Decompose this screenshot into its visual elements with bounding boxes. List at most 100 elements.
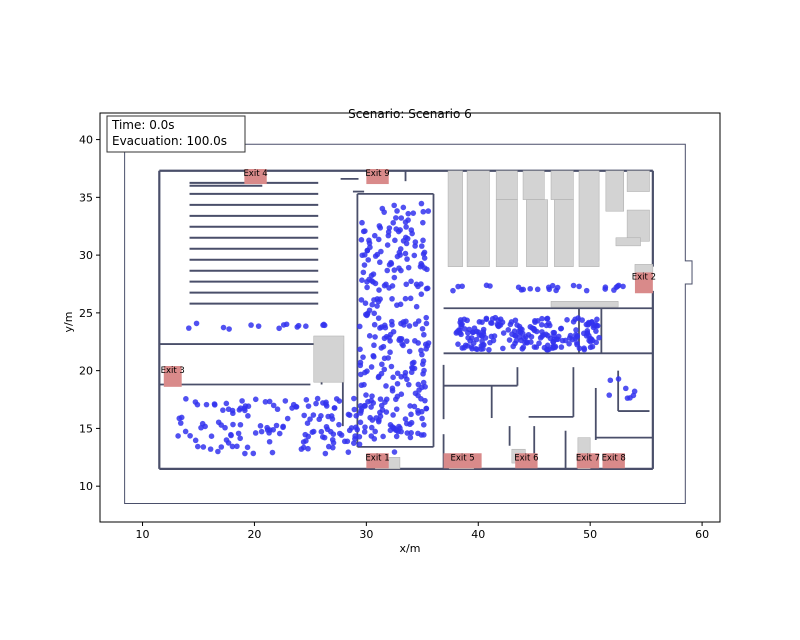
agent-point <box>220 407 226 413</box>
agent-point <box>242 407 248 414</box>
agent-point <box>421 249 428 256</box>
agent-point <box>399 341 405 347</box>
agent-point <box>258 428 265 435</box>
agent-point <box>405 381 412 388</box>
agent-point <box>237 421 244 428</box>
agent-point <box>383 383 389 389</box>
agent-point <box>310 412 317 418</box>
agent-point <box>294 324 301 330</box>
agent-point <box>422 383 428 390</box>
agent-point <box>531 344 538 350</box>
agent-point <box>424 285 431 292</box>
exit-marker <box>366 169 389 185</box>
agent-point <box>543 322 550 329</box>
x-axis-ticks: 10 20 30 40 50 60 <box>136 522 709 541</box>
agent-point <box>386 225 393 231</box>
agent-point <box>394 302 400 308</box>
agent-point <box>496 321 503 328</box>
agent-point <box>406 323 413 329</box>
agent-point <box>242 450 248 457</box>
x-tick-label: 40 <box>471 528 485 541</box>
agent-point <box>388 363 395 370</box>
agent-point <box>193 320 200 327</box>
agent-point <box>245 413 251 419</box>
agent-point <box>581 346 588 353</box>
agent-point <box>356 441 363 448</box>
agent-point <box>515 284 522 291</box>
agent-point <box>303 323 309 329</box>
agent-point <box>588 319 595 326</box>
agent-point <box>364 310 371 317</box>
agent-point <box>194 401 201 408</box>
agent-point <box>237 435 243 442</box>
agent-point <box>290 401 297 408</box>
agent-point <box>375 236 382 243</box>
agent-point <box>362 369 368 376</box>
agent-point <box>351 395 357 402</box>
agent-point <box>420 422 427 428</box>
plot-frame <box>99 112 721 523</box>
agent-point <box>487 339 493 346</box>
agent-point <box>207 446 214 452</box>
agent-point <box>322 450 329 457</box>
agent-point <box>370 353 377 360</box>
agent-point <box>379 205 386 212</box>
agent-point <box>377 325 383 331</box>
agent-point <box>371 232 378 239</box>
agent-point <box>369 301 376 308</box>
agent-point <box>303 397 310 403</box>
exit-label: Exit 5 <box>450 453 474 463</box>
agent-point <box>384 242 391 248</box>
agent-point <box>411 252 418 259</box>
agent-point <box>587 338 594 345</box>
agent-point <box>357 419 364 426</box>
outer-boundary <box>124 143 693 505</box>
agent-point <box>408 411 414 418</box>
agent-point <box>527 324 534 330</box>
exit-label: Exit 2 <box>632 272 656 282</box>
agent-point <box>377 413 384 420</box>
obstacle-block <box>495 199 518 267</box>
building-walls <box>124 143 693 505</box>
agent-point <box>394 208 400 214</box>
agent-point <box>220 324 227 331</box>
agent-point <box>314 395 321 402</box>
agent-point <box>423 320 430 327</box>
agent-point <box>458 331 464 338</box>
agent-point <box>380 343 387 350</box>
agent-point <box>192 437 199 444</box>
agent-point <box>177 420 184 426</box>
agent-point <box>558 344 565 350</box>
agent-point <box>215 419 222 426</box>
agent-point <box>506 337 513 343</box>
agent-point <box>234 443 240 450</box>
agent-point <box>576 283 582 290</box>
agent-point <box>245 403 252 410</box>
agent-point <box>387 338 393 344</box>
agent-point <box>283 321 290 328</box>
agent-point <box>384 267 391 274</box>
obstacle-block <box>615 237 641 247</box>
agent-point <box>361 262 368 268</box>
agent-point <box>362 424 368 430</box>
agent-point <box>331 405 338 411</box>
agent-point <box>252 430 259 436</box>
exit-marker <box>244 169 267 185</box>
agent-point <box>239 398 245 404</box>
agent-point <box>391 202 397 209</box>
agent-point <box>276 325 282 332</box>
agent-point <box>500 330 507 336</box>
y-tick-label: 35 <box>79 191 93 204</box>
agent-point <box>357 346 363 353</box>
agent-point <box>411 403 418 410</box>
agent-point <box>398 320 404 327</box>
agent-point <box>366 333 373 339</box>
agent-point <box>396 265 402 271</box>
exit-label: Exit 4 <box>243 169 267 179</box>
agent-point <box>374 251 381 258</box>
agent-point <box>398 215 405 221</box>
agent-point <box>182 428 189 435</box>
agent-point <box>362 228 368 234</box>
exit-marker <box>602 453 625 469</box>
agent-point <box>387 331 394 338</box>
